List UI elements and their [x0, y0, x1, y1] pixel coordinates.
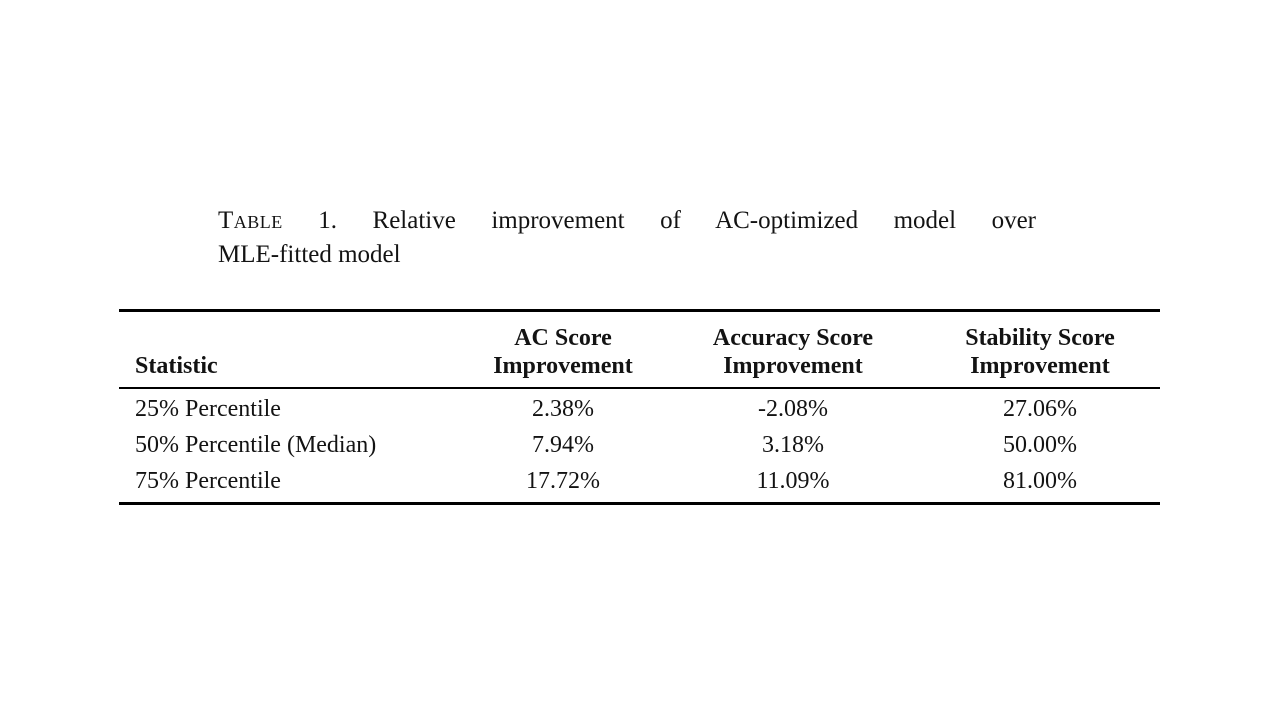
cell-value: -2.08%: [758, 396, 828, 422]
table-row: 50% Percentile (Median) 7.94% 3.18% 50.0…: [119, 427, 1160, 463]
row-label: 25% Percentile: [135, 396, 281, 422]
cell-value: 50.00%: [1003, 432, 1077, 458]
col-header-ac-score: AC Score Improvement: [460, 310, 666, 389]
table-row: 25% Percentile 2.38% -2.08% 27.06%: [119, 388, 1160, 427]
header-text: Accuracy Score: [712, 325, 874, 351]
table-row: 75% Percentile 17.72% 11.09% 81.00%: [119, 463, 1160, 504]
header-text: Improvement: [970, 353, 1110, 379]
cell-value: 3.18%: [762, 432, 824, 458]
header-text: Improvement: [493, 353, 633, 379]
cell-value: 17.72%: [526, 468, 600, 494]
caption-label: Table: [218, 207, 283, 234]
cell-value: 27.06%: [1003, 396, 1077, 422]
col-header-stability-score: Stability Score Improvement: [920, 310, 1160, 389]
cell-value: 11.09%: [756, 468, 830, 494]
row-label: 50% Percentile (Median): [135, 432, 377, 458]
results-table: Statistic AC Score Improvement Accuracy …: [119, 309, 1160, 505]
table-caption: Table 1. Relative improvement of AC-opti…: [218, 204, 1036, 272]
cell-value: 7.94%: [532, 432, 594, 458]
cell-value: 2.38%: [532, 396, 594, 422]
table-caption-line1: Table 1. Relative improvement of AC-opti…: [218, 204, 1036, 238]
header-text: Stability Score: [965, 325, 1115, 351]
table-header-row: Statistic AC Score Improvement Accuracy …: [119, 310, 1160, 389]
cell-value: 81.00%: [1003, 468, 1077, 494]
header-text: Improvement: [723, 353, 863, 379]
col-header-statistic: Statistic: [119, 310, 460, 389]
header-text: AC Score: [514, 325, 612, 351]
col-header-accuracy-score: Accuracy Score Improvement: [666, 310, 920, 389]
caption-number: 1.: [318, 207, 338, 234]
header-text: Statistic: [135, 353, 218, 379]
caption-text: Relative improvement of AC-optimized mod…: [372, 207, 1036, 234]
row-label: 75% Percentile: [135, 468, 281, 494]
table-caption-line2: MLE-fitted model: [218, 241, 401, 268]
